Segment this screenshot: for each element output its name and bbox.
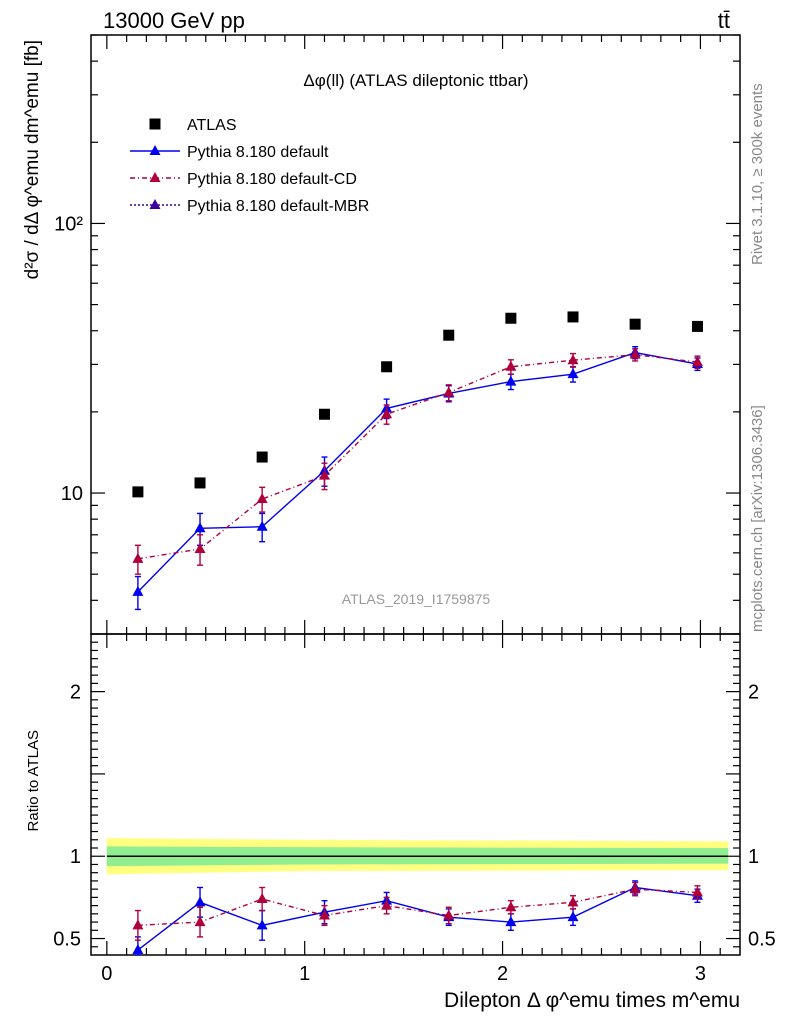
series-atlas (132, 311, 703, 498)
analysis-watermark: ATLAS_2019_I1759875 (342, 591, 491, 607)
legend-item: Pythia 8.180 default-CD (130, 171, 357, 188)
series-point (318, 469, 330, 480)
ratio-y-tick-label: 1 (70, 846, 81, 868)
axis-ticks: 10 10² 0.5 0.5 1 1 2 2 0 1 2 3 (53, 34, 776, 985)
series-point (505, 360, 517, 371)
data-series (132, 311, 703, 956)
main-y-axis-label: d²σ / dΔ φ^emu dm^emu [fb] (22, 40, 43, 279)
ratio-point (381, 899, 393, 910)
series-ratio-line (137, 886, 698, 951)
x-tick-label: 2 (497, 963, 508, 985)
atlas-point (256, 451, 268, 463)
series-point (567, 368, 579, 379)
ratio-point (567, 911, 579, 922)
series-point (256, 493, 268, 504)
atlas-point (691, 320, 703, 332)
legend-item: ATLAS (149, 117, 237, 134)
series-default-cd (132, 348, 703, 941)
ratio-point (691, 886, 703, 897)
ratio-point (505, 901, 517, 912)
series-point (443, 386, 455, 397)
series-point (194, 543, 206, 554)
ratio-point (318, 909, 330, 920)
legend-marker-square (149, 118, 161, 130)
ratio-y-tick-label: 0.5 (53, 929, 81, 951)
ratio-point (505, 916, 517, 927)
x-tick-label: 3 (695, 963, 706, 985)
x-axis-label: Dilepton Δ φ^emu times m^emu (444, 989, 740, 1012)
ratio-panel-frame (90, 633, 741, 956)
series-point (132, 585, 144, 596)
header-process-label: tt̄ (718, 8, 730, 33)
main-y-tick-label: 10² (54, 213, 83, 235)
atlas-point (194, 477, 206, 489)
series-point (691, 356, 703, 367)
atlas-point (567, 311, 579, 323)
atlas-point (505, 312, 517, 324)
atlas-point (629, 318, 641, 330)
series-point (194, 522, 206, 533)
ratio-y-tick-label-right: 2 (748, 682, 759, 704)
mcplots-label: mcplots.cern.ch [arXiv:1306.3436] (749, 405, 766, 632)
ratio-point (132, 944, 144, 955)
header-energy-label: 13000 GeV pp (103, 8, 245, 33)
ratio-point (256, 893, 268, 904)
legend-item: Pythia 8.180 default-MBR (130, 198, 369, 215)
ratio-y-tick-label-right: 1 (748, 846, 759, 868)
legend-label: ATLAS (187, 117, 237, 134)
series-point (256, 520, 268, 531)
ratio-point (194, 916, 206, 927)
legend-item: Pythia 8.180 default (130, 144, 329, 161)
ratio-y-tick-label: 2 (70, 682, 81, 704)
ratio-point (443, 909, 455, 920)
ratio-point (194, 896, 206, 907)
series-point (567, 354, 579, 365)
legend-label: Pythia 8.180 default (187, 144, 329, 161)
plot-title: Δφ(ll) (ATLAS dileptonic ttbar) (303, 71, 528, 90)
atlas-point (443, 329, 455, 341)
main-y-tick-label: 10 (61, 483, 83, 505)
legend-label: Pythia 8.180 default-CD (187, 171, 357, 188)
atlas-point (132, 486, 144, 498)
legend: ATLAS Pythia 8.180 default Pythia 8.180 de… (130, 117, 369, 215)
ratio-point (629, 883, 641, 894)
rivet-version-label: Rivet 3.1.10, ≥ 300k events (749, 83, 766, 265)
series-ratio-line (137, 888, 698, 927)
x-tick-label: 0 (101, 963, 112, 985)
series-line (137, 351, 698, 593)
ratio-uncertainty-band (106, 838, 729, 875)
legend-label: Pythia 8.180 default-MBR (187, 198, 369, 215)
atlas-point (318, 408, 330, 420)
series-point (505, 375, 517, 386)
ratio-y-axis-label: Ratio to ATLAS (25, 730, 42, 831)
legend-marker-triangle (149, 145, 161, 155)
series-point (629, 348, 641, 359)
series-point (381, 408, 393, 419)
ratio-y-tick-label-right: 0.5 (748, 929, 776, 951)
ratio-point (132, 919, 144, 930)
atlas-point (381, 361, 393, 373)
series-point (132, 552, 144, 563)
ratio-point (256, 919, 268, 930)
legend-marker-triangle (149, 172, 161, 182)
legend-marker-triangle (149, 199, 161, 209)
ratio-point (567, 896, 579, 907)
x-tick-label: 1 (299, 963, 310, 985)
